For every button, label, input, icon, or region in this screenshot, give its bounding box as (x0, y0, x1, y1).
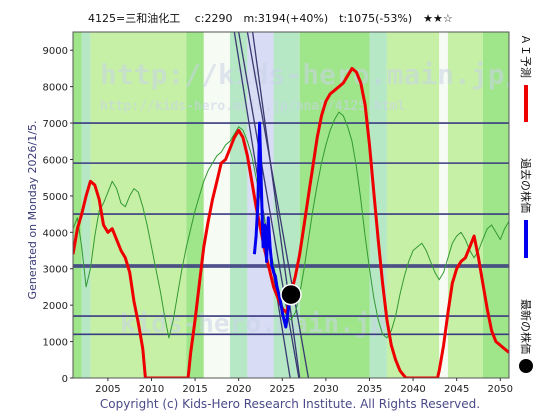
past-price-series-line (252, 121, 293, 329)
copyright-notice: Copyright (c) Kids-Hero Research Institu… (100, 397, 480, 411)
trend-line (238, 32, 300, 378)
x-axis: 2005 2010 2015 2020 2025 2030 2035 2040 2045 2050 (95, 378, 513, 395)
x-tick-label: 2035 (357, 384, 382, 395)
y-tick-label: 0 (62, 374, 68, 385)
y-tick-label: 3000 (43, 265, 68, 276)
envelope-series-line (73, 111, 509, 339)
background-band (482, 32, 509, 378)
background-band (229, 32, 248, 378)
trend-lines (233, 32, 310, 378)
y-tick-label: 8000 (43, 83, 68, 94)
trend-line (251, 32, 301, 378)
x-tick-label: 2030 (313, 384, 338, 395)
x-tick-label: 2040 (400, 384, 425, 395)
y-tick-label: 9000 (43, 46, 68, 57)
y-tick-label: 2000 (43, 301, 68, 312)
background-band (439, 32, 448, 378)
background-band (203, 32, 230, 378)
legend-past-label: 過去の株価 (519, 158, 533, 213)
x-tick-label: 2015 (182, 384, 207, 395)
x-tick-label: 2025 (270, 384, 295, 395)
y-axis: 0 1000 2000 3000 4000 5000 6000 7000 8000 9000 (43, 46, 73, 385)
forecast-series-line (73, 66, 509, 378)
background-band (447, 32, 483, 378)
legend-latest-label: 最新の株価 (519, 299, 533, 354)
x-tick-label: 2020 (226, 384, 251, 395)
y-tick-label: 4000 (43, 228, 68, 239)
latest-price-marker (280, 283, 302, 306)
y-tick-label: 5000 (43, 192, 68, 203)
x-tick-label: 2050 (488, 384, 513, 395)
x-tick-label: 2005 (95, 384, 120, 395)
watermark-text: http://kids-hero.main.jp/anal/4125.html (100, 99, 405, 114)
background-band (73, 32, 82, 378)
x-tick-label: 2045 (444, 384, 469, 395)
background-band (81, 32, 91, 378)
series-layer (73, 66, 509, 378)
y-tick-label: 6000 (43, 155, 68, 166)
latest-price-layer (280, 283, 302, 306)
watermark-text: http://kids-hero.main.jp/ (100, 58, 521, 91)
y-tick-label: 1000 (43, 338, 68, 349)
background-band (386, 32, 440, 378)
x-tick-label: 2010 (139, 384, 164, 395)
legend: ＡＩ予測 過去の株価 最新の株価 (519, 34, 533, 373)
generated-date-label: Generated on Monday 2026/1/5. (26, 121, 39, 300)
trend-line (246, 32, 310, 378)
chart-title: 4125=三和油化工 c:2290 m:3194(+40%) t:1075(-5… (88, 11, 453, 25)
y-tick-label: 7000 (43, 119, 68, 130)
plot-frame (72, 31, 510, 379)
legend-forecast-label: ＡＩ予測 (519, 34, 533, 78)
legend-latest-swatch (519, 359, 533, 373)
